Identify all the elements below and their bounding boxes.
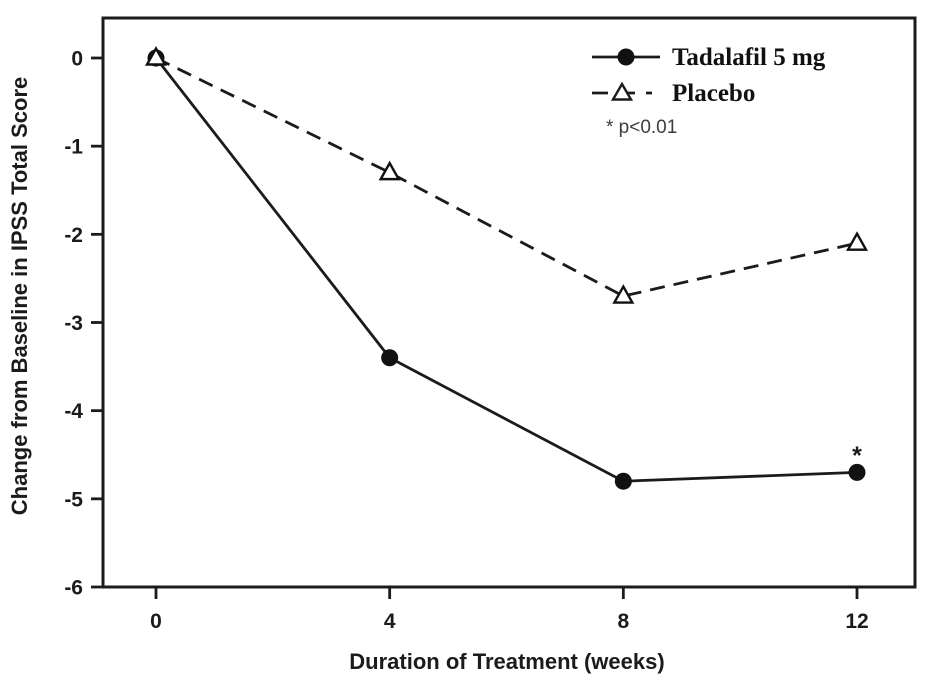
- x-tick-label: 12: [845, 610, 868, 633]
- x-axis-title: Duration of Treatment (weeks): [349, 649, 664, 674]
- tadalafil-5-mg-marker: [848, 463, 866, 481]
- placebo-marker: [845, 231, 869, 251]
- legend: Tadalafil 5 mg Placebo * p<0.01: [592, 44, 826, 138]
- y-tick-label: -2: [64, 224, 83, 247]
- tadalafil-5-mg-marker: [381, 349, 399, 367]
- legend-placebo-label: Placebo: [672, 80, 755, 107]
- y-tick-label: -6: [64, 577, 83, 600]
- legend-tadalafil-label: Tadalafil 5 mg: [672, 44, 826, 71]
- data-series: [144, 46, 869, 490]
- y-tick-label: -3: [64, 312, 83, 335]
- x-tick-label: 4: [384, 610, 396, 633]
- placebo-marker: [144, 46, 168, 66]
- placebo-line: [155, 56, 858, 298]
- y-tick-label: -4: [64, 400, 83, 423]
- x-tick-label: 8: [617, 610, 629, 633]
- tadalafil-5-mg-marker: [614, 472, 632, 490]
- y-tick-label: -5: [64, 488, 83, 511]
- p-value-note: * p<0.01: [606, 117, 677, 138]
- x-axis-ticks: 0 4 8 12: [150, 587, 869, 633]
- placebo-marker: [378, 160, 401, 181]
- y-axis-title: Change from Baseline in IPSS Total Score: [7, 77, 32, 515]
- tadalafil-5-mg-line: [154, 57, 858, 483]
- placebo-marker: [612, 284, 635, 304]
- y-axis-ticks: 0 -1 -2 -3 -4 -5 -6: [64, 48, 103, 600]
- y-tick-label: -1: [64, 136, 83, 159]
- legend-placebo-marker: [610, 81, 634, 101]
- significance-asterisk: *: [852, 442, 862, 470]
- y-tick-label: 0: [71, 48, 83, 71]
- x-tick-label: 0: [150, 610, 162, 633]
- plot-border: [101, 16, 917, 589]
- legend-tadalafil-marker: [617, 48, 635, 66]
